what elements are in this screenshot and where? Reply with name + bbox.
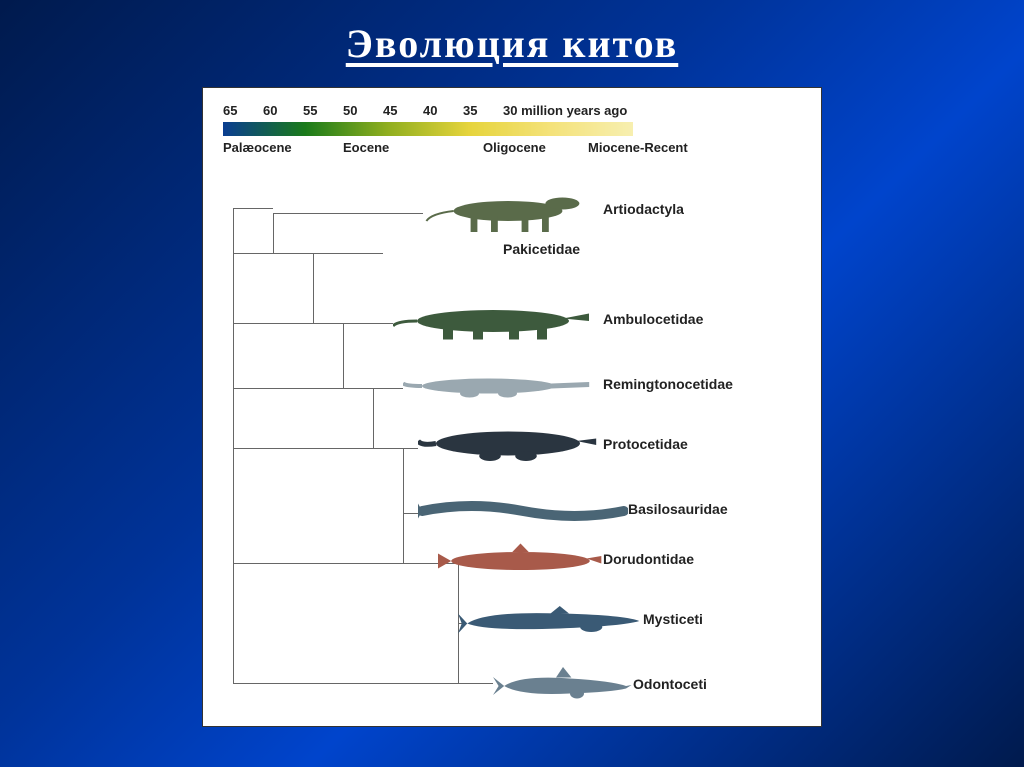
timeline-gradient-bar [223, 122, 633, 136]
baleen-whale-icon [458, 596, 643, 651]
page-title: Эволюция китов [0, 0, 1024, 67]
taxon-row: Odontoceti [223, 658, 803, 718]
semi-aquatic-icon [393, 296, 593, 351]
time-tick: 35 [463, 103, 503, 118]
evolution-chart: 6560555045403530 million years ago Palæo… [202, 87, 822, 727]
taxon-label: Mysticeti [643, 611, 703, 627]
epoch-label: Oligocene [483, 140, 546, 155]
proto-whale-icon [418, 421, 598, 476]
taxon-label: Pakicetidae [503, 241, 580, 257]
dorudon-icon [438, 536, 603, 591]
taxon-label: Odontoceti [633, 676, 707, 692]
long-snout-icon [403, 361, 593, 416]
taxon-label: Remingtonocetidae [603, 376, 733, 392]
dolphin-icon [493, 661, 633, 716]
epoch-label: Eocene [343, 140, 389, 155]
epoch-label: Palæocene [223, 140, 292, 155]
taxon-label: Protocetidae [603, 436, 688, 452]
taxon-label: Artiodactyla [603, 201, 684, 217]
time-tick: 55 [303, 103, 343, 118]
taxon-label: Basilosauridae [628, 501, 728, 517]
taxon-row: Pakicetidae [223, 223, 803, 283]
taxon-label: Ambulocetidae [603, 311, 703, 327]
epoch-label: Miocene-Recent [588, 140, 688, 155]
taxon-label: Dorudontidae [603, 551, 694, 567]
taxon-row: Ambulocetidae [223, 293, 803, 353]
taxon-row: Protocetidae [223, 418, 803, 478]
timeline: 6560555045403530 million years ago Palæo… [223, 103, 801, 153]
time-tick: 60 [263, 103, 303, 118]
time-tick: 45 [383, 103, 423, 118]
epoch-labels: Palæocene Eocene Oligocene Miocene-Recent [223, 140, 801, 158]
time-tick: 30 million years ago [503, 103, 627, 118]
time-tick-labels: 6560555045403530 million years ago [223, 103, 801, 118]
time-tick: 50 [343, 103, 383, 118]
time-tick: 65 [223, 103, 263, 118]
phylogenetic-tree: Artiodactyla Pakicetidae Ambulocetidae Re… [223, 163, 801, 683]
taxon-row: Mysticeti [223, 593, 803, 653]
time-tick: 40 [423, 103, 463, 118]
taxon-row: Remingtonocetidae [223, 358, 803, 418]
taxon-row: Dorudontidae [223, 533, 803, 593]
